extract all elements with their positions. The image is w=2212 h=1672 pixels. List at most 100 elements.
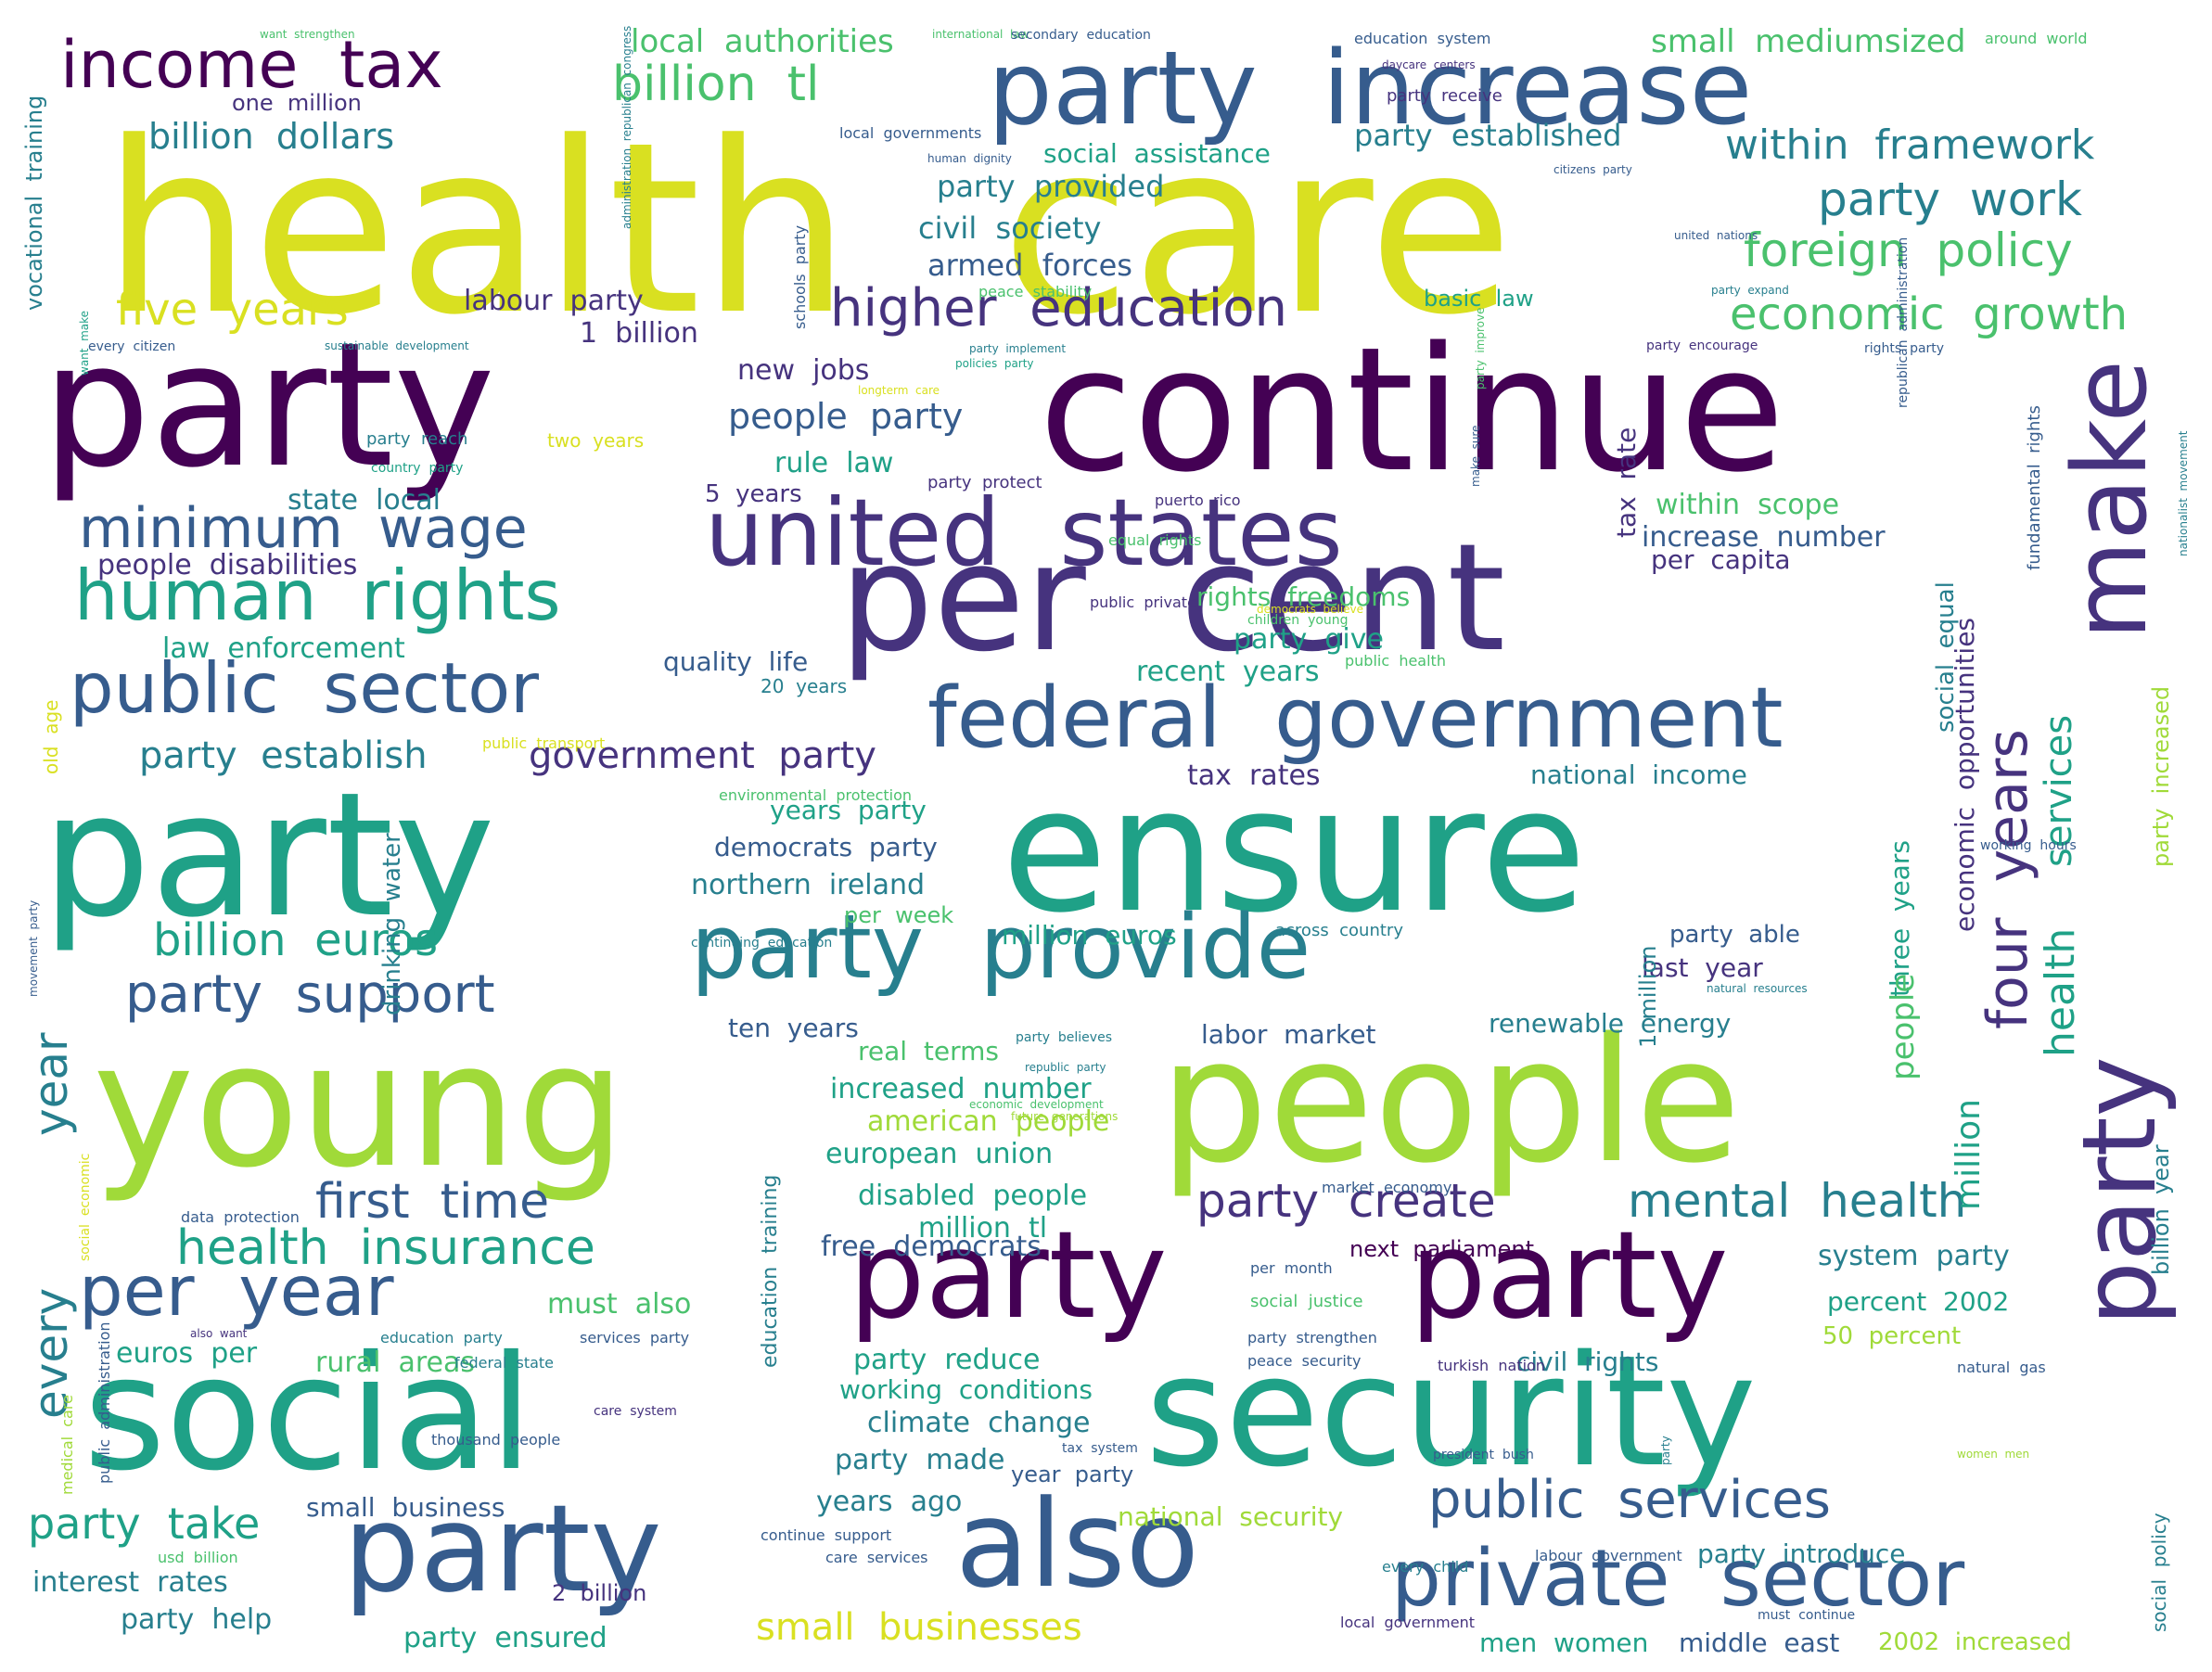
word-working-hours: working hours [1980, 838, 2077, 853]
word-climate-change: climate change [867, 1407, 1091, 1439]
word-50-percent: 50 percent [1822, 1322, 1962, 1350]
word-democrats-party: democrats party [714, 832, 938, 862]
word-federal-government: federal government [927, 670, 1784, 767]
word-want-make: want make [78, 310, 91, 376]
word-party: party [1659, 1436, 1672, 1465]
word-also: also [955, 1474, 1200, 1615]
word-party-provided: party provided [937, 169, 1165, 204]
word-future-generations: future generations [1011, 1110, 1119, 1123]
word-party-introduce: party introduce [1697, 1538, 1906, 1569]
word-public-transport: public transport [482, 734, 606, 752]
word-tax-rate: tax rate [1611, 427, 1642, 538]
word-rule-law: rule law [774, 447, 894, 479]
word-party-establish: party establish [139, 734, 428, 777]
word-labour-party: labour party [464, 285, 644, 317]
word-want-strengthen: want strengthen [260, 28, 355, 41]
word-party-give: party give [1234, 623, 1384, 656]
word-party-strengthen: party strengthen [1247, 1329, 1377, 1347]
word-european-union: european union [825, 1138, 1054, 1170]
word-local-authorities: local authorities [631, 23, 894, 60]
word-real-terms: real terms [858, 1036, 999, 1066]
word-party-support: party support [125, 964, 495, 1025]
word-men-women: men women [1479, 1627, 1649, 1658]
word-equal-rights: equal rights [1108, 531, 1202, 549]
word-million-euros: million euros [1002, 920, 1177, 951]
word-percent-2002: percent 2002 [1827, 1286, 2010, 1317]
word-interest-rates: interest rates [32, 1566, 228, 1599]
word-young: young [93, 1005, 626, 1206]
word-billion-euros: billion euros [153, 914, 439, 966]
word-ten-years: ten years [728, 1013, 859, 1043]
word-vocational-training: vocational training [21, 95, 47, 311]
word-per-capita: per capita [1651, 544, 1791, 575]
word-people: people [1159, 1001, 1742, 1201]
word-data-protection: data protection [181, 1208, 300, 1226]
word-tax-system: tax system [1062, 1441, 1138, 1456]
word-make: make [2051, 359, 2169, 640]
word-continue: continue [1039, 310, 1785, 510]
word-disabled-people: disabled people [858, 1180, 1088, 1212]
word-health-care: health care [102, 92, 1514, 367]
word-every-child: every child [1382, 1558, 1469, 1576]
word-peace-security: peace security [1247, 1352, 1362, 1370]
word-health-insurance: health insurance [176, 1220, 595, 1276]
word-continue-support: continue support [761, 1526, 892, 1544]
word-people: people [1885, 973, 1922, 1080]
word-must-also: must also [547, 1288, 692, 1321]
word-party: party [343, 1478, 662, 1619]
word-president-bush: president bush [1433, 1448, 1534, 1462]
word-thousand-people: thousand people [431, 1431, 561, 1449]
word-party-increase: party increase [988, 29, 1753, 147]
word-per-cent: per cent [839, 511, 1506, 684]
word-around-world: around world [1985, 30, 2088, 47]
word-party-work: party work [1818, 172, 2082, 226]
word-national-income: national income [1530, 759, 1747, 790]
word-billion-year: billion year [2148, 1144, 2174, 1275]
word-old-age: old age [40, 699, 62, 774]
word-last-year: last year [1642, 952, 1763, 983]
word-years-ago: years ago [816, 1486, 963, 1518]
word-federal-state: federal state [454, 1354, 555, 1372]
word-women-men: women men [1957, 1448, 2030, 1461]
word-care-system: care system [594, 1404, 677, 1419]
word-years-party: years party [770, 795, 927, 825]
word-tax-rates: tax rates [1187, 759, 1321, 792]
word-republican-administration: republican administration [1896, 236, 1911, 408]
word-market-economy: market economy [1322, 1179, 1452, 1196]
word-northern-ireland: northern ireland [691, 869, 926, 901]
word-schools-party: schools party [791, 224, 809, 329]
word-administration-republican-congress: administration republican congress [620, 25, 633, 229]
word-environmental-protection: environmental protection [719, 786, 913, 804]
word-within-framework: within framework [1725, 121, 2095, 169]
word-medical-care: medical care [58, 1395, 76, 1495]
word-system-party: system party [1818, 1240, 2010, 1272]
word-party-provide: party provide [691, 897, 1311, 999]
word-rural-areas: rural areas [315, 1347, 476, 1379]
word-country-party: country party [371, 461, 464, 476]
word-peace-stability: peace stability [978, 283, 1093, 300]
word-small-business: small business [306, 1492, 505, 1523]
word-democrats-believe: democrats believe [1257, 603, 1364, 616]
word-working-conditions: working conditions [839, 1374, 1093, 1405]
word-party-reduce: party reduce [853, 1344, 1041, 1376]
word-party-expand: party expand [1711, 284, 1789, 297]
word-5-years: 5 years [705, 480, 802, 508]
word-education-training: education training [759, 1174, 782, 1368]
word-party: party [42, 305, 495, 505]
word-1-billion: 1 billion [580, 317, 698, 350]
word-party-encourage: party encourage [1646, 338, 1758, 353]
word-year: year [24, 1032, 78, 1136]
word-middle-east: middle east [1679, 1627, 1840, 1658]
word-public-health: public health [1345, 652, 1446, 670]
word-government-party: government party [529, 734, 876, 777]
word-fundamental-rights: fundamental rights [2025, 405, 2044, 570]
word-next-parliament: next parliament [1349, 1236, 1535, 1262]
word-education-system: education system [1354, 30, 1491, 47]
word-party-established: party established [1354, 118, 1622, 153]
word-party-reach: party reach [366, 429, 468, 449]
word-labour-government: labour government [1535, 1547, 1682, 1564]
word-health: health [2037, 927, 2084, 1057]
word-new-jobs: new jobs [737, 354, 870, 387]
word-economic-growth: economic growth [1730, 288, 2129, 340]
